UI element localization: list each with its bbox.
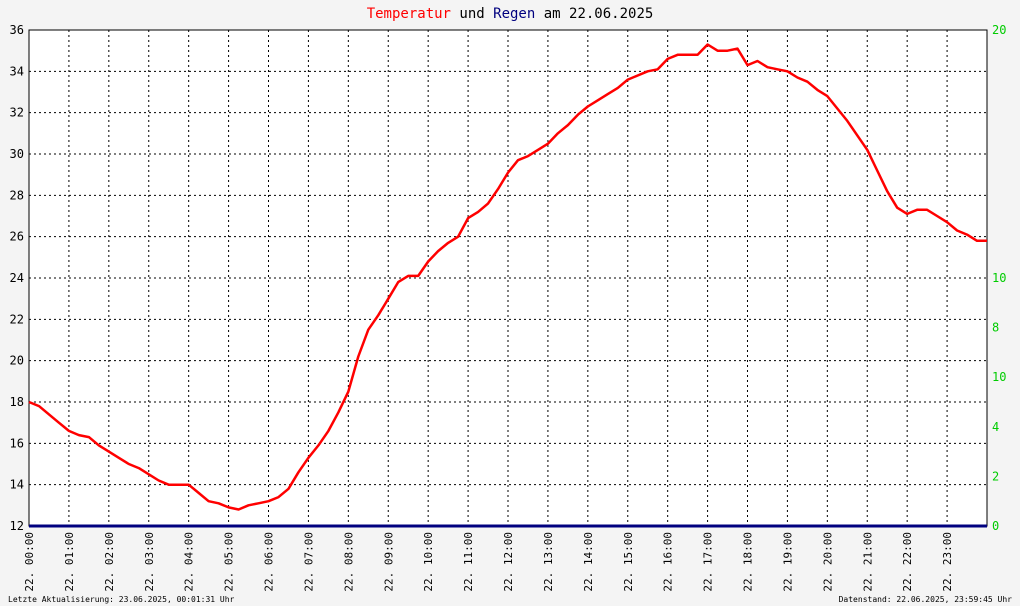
title-part-3: am 22.06.2025 — [535, 6, 653, 22]
x-tick-label: 22. 16:00 — [662, 532, 675, 592]
x-axis-ticks: 22. 00:00 22. 01:00 22. 02:00 22. 03:00 22. … — [23, 532, 954, 592]
footer-data-timestamp: Datenstand: 22.06.2025, 23:59:45 Uhr — [838, 595, 1012, 604]
left-tick-label: 28 — [10, 188, 24, 202]
footer-last-update: Letzte Aktualisierung: 23.06.2025, 00:01… — [8, 595, 235, 604]
x-tick-label: 22. 23:00 — [941, 532, 954, 592]
x-tick-label: 22. 13:00 — [542, 532, 555, 592]
left-tick-label: 30 — [10, 147, 24, 161]
chart-title: Temperatur und Regen am 22.06.2025 — [367, 6, 654, 22]
right-tick-label: 0 — [992, 519, 999, 533]
left-tick-label: 20 — [10, 354, 24, 368]
temperature-line — [28, 43, 987, 511]
left-tick-label: 16 — [10, 436, 24, 450]
x-tick-label: 22. 01:00 — [63, 532, 76, 592]
x-tick-label: 22. 12:00 — [502, 532, 515, 592]
right-tick-label: 8 — [992, 321, 999, 335]
right-tick-label: 4 — [992, 420, 999, 434]
x-tick-label: 22. 02:00 — [103, 532, 116, 592]
left-tick-label: 14 — [10, 478, 24, 492]
left-tick-label: 36 — [10, 23, 24, 37]
x-tick-label: 22. 11:00 — [462, 532, 475, 592]
x-tick-label: 22. 21:00 — [861, 532, 874, 592]
x-tick-label: 22. 07:00 — [302, 532, 315, 592]
x-tick-label: 22. 05:00 — [223, 532, 236, 592]
title-part-1: und — [451, 6, 493, 22]
x-tick-label: 22. 08:00 — [342, 532, 355, 592]
x-tick-label: 22. 20:00 — [821, 532, 834, 592]
x-tick-label: 22. 10:00 — [422, 532, 435, 592]
left-tick-label: 34 — [10, 64, 24, 78]
right-tick-label: 20 — [992, 23, 1006, 37]
x-tick-label: 22. 14:00 — [582, 532, 595, 592]
title-part-2: Regen — [493, 6, 535, 22]
x-tick-label: 22. 00:00 — [23, 532, 36, 592]
right-tick-label: 10 — [992, 271, 1006, 285]
right-tick-label: 2 — [992, 469, 999, 483]
x-tick-label: 22. 03:00 — [143, 532, 156, 592]
right-tick-label: 10 — [992, 370, 1006, 384]
right-axis-ticks: 0 2 4 10 8 10 20 — [992, 23, 1006, 533]
left-tick-label: 32 — [10, 106, 24, 120]
title-part-0: Temperatur — [367, 6, 451, 22]
x-tick-label: 22. 09:00 — [382, 532, 395, 592]
plot-area — [29, 30, 987, 526]
left-axis-ticks: 12 14 16 18 20 22 24 26 28 30 32 34 36 — [10, 23, 24, 533]
series-group — [28, 43, 987, 528]
left-tick-label: 18 — [10, 395, 24, 409]
left-tick-label: 22 — [10, 312, 24, 326]
left-tick-label: 26 — [10, 230, 24, 244]
x-tick-label: 22. 17:00 — [702, 532, 715, 592]
x-tick-label: 22. 22:00 — [901, 532, 914, 592]
left-tick-label: 24 — [10, 271, 24, 285]
x-tick-label: 22. 04:00 — [183, 532, 196, 592]
left-tick-label: 12 — [10, 519, 24, 533]
x-tick-label: 22. 19:00 — [781, 532, 794, 592]
x-tick-label: 22. 15:00 — [622, 532, 635, 592]
x-tick-label: 22. 18:00 — [742, 532, 755, 592]
x-tick-label: 22. 06:00 — [263, 532, 276, 592]
